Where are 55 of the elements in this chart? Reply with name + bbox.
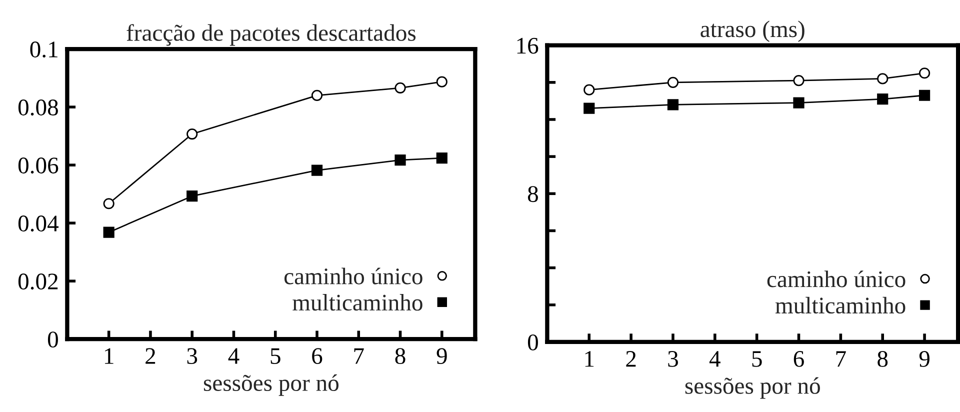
point [103, 226, 114, 238]
x-axis-title: sessões por nó [204, 374, 338, 396]
point [311, 164, 323, 176]
legend-label: multicaminho [775, 296, 906, 314]
x-tick-label: 7 [836, 351, 846, 367]
x-tick-label: 4 [709, 351, 720, 367]
x-tick-label: 1 [585, 351, 594, 367]
point [584, 102, 595, 114]
y-tick-label: 0.02 [18, 274, 58, 290]
point [584, 84, 595, 96]
x-tick-label: 2 [146, 348, 156, 364]
y-tick-label: 0.1 [30, 42, 58, 58]
y-tick-label: 0.08 [18, 100, 58, 116]
x-tick-label: 6 [794, 351, 804, 367]
point [311, 90, 323, 101]
x-tick-label: 6 [312, 348, 322, 364]
x-tick-label: 5 [752, 351, 762, 367]
y-tick-label: 0 [528, 334, 538, 350]
point [667, 99, 679, 110]
y-tick-label: 0 [48, 332, 58, 348]
legend-label: caminho único [767, 270, 906, 288]
y-tick-label: 8 [528, 186, 538, 202]
point [793, 74, 804, 86]
x-tick-label: 3 [187, 348, 198, 364]
point [918, 90, 930, 101]
legend-label: caminho único [284, 268, 422, 284]
point [436, 152, 448, 164]
x-tick-label: 5 [270, 348, 280, 364]
x-tick-label: 1 [105, 348, 114, 364]
point [793, 97, 804, 108]
y-tick-label: 0.06 [18, 158, 58, 174]
legend-label: multicaminho [292, 294, 422, 311]
y-tick-label: 16 [517, 38, 538, 54]
x-tick-label: 8 [878, 350, 888, 367]
point [918, 68, 930, 79]
point [877, 94, 888, 105]
point [394, 82, 406, 94]
point [667, 76, 679, 88]
x-tick-label: 3 [668, 351, 678, 367]
x-tick-label: 8 [395, 348, 406, 364]
point [877, 73, 888, 84]
x-axis-title: sessões por nó [685, 377, 820, 399]
point [394, 154, 406, 166]
x-tick-label: 4 [228, 348, 240, 364]
point [103, 198, 114, 210]
y-tick-label: 0.04 [18, 216, 58, 232]
chart-title: atraso (ms) [700, 20, 804, 42]
x-tick-label: 9 [919, 351, 930, 367]
chart-title: fracção de pacotes descartados [126, 24, 416, 46]
point [436, 76, 448, 88]
point [186, 128, 198, 140]
x-tick-label: 7 [354, 348, 364, 364]
x-tick-label: 2 [626, 351, 636, 367]
x-tick-label: 9 [436, 348, 447, 364]
point [186, 190, 198, 202]
